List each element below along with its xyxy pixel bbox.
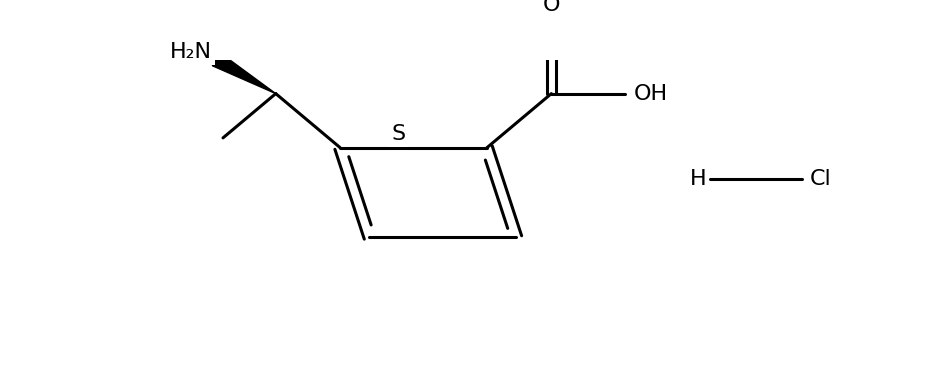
Text: O: O <box>542 0 560 15</box>
Text: H₂N: H₂N <box>170 42 212 62</box>
Polygon shape <box>212 53 275 94</box>
Text: OH: OH <box>634 83 668 104</box>
Text: H: H <box>689 169 706 189</box>
Text: S: S <box>391 124 405 144</box>
Text: Cl: Cl <box>809 169 832 189</box>
